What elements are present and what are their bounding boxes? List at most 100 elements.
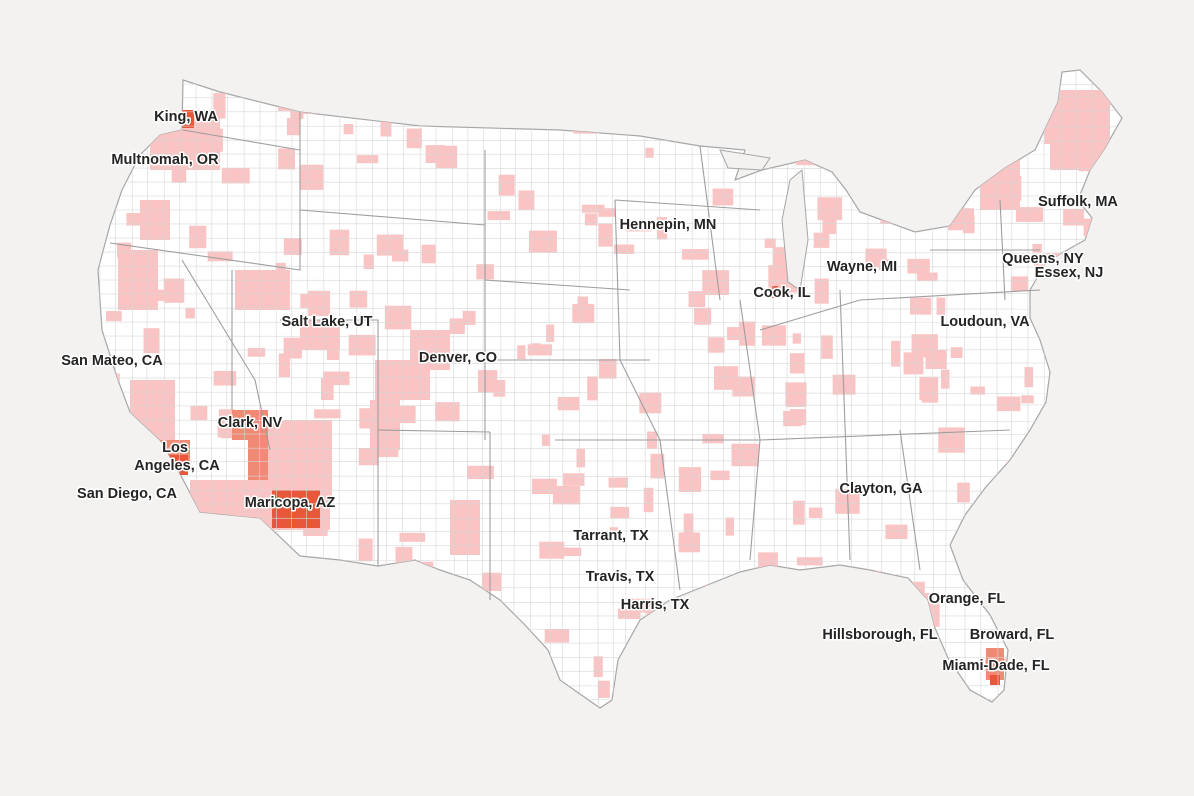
county-shape [106,311,122,322]
county-shape [370,400,400,450]
county-shape [435,145,458,169]
county-shape [761,325,786,346]
state-border [614,199,761,211]
county-shape [949,173,962,192]
county-shape [112,111,123,131]
county-shape [909,193,930,206]
county-shape [822,598,847,625]
county-shape [393,596,417,622]
county-shape [768,265,789,291]
county-shape [388,577,417,595]
county-shape [682,249,709,260]
state-border [299,209,486,226]
county-shape [650,453,665,479]
county-shape [885,524,908,539]
county-shape [1071,324,1091,338]
county-shape [517,345,526,360]
county-shape [636,637,649,648]
county-label: Loudoun, VA [940,314,1030,330]
county-shape [553,105,580,121]
county-shape [1079,577,1096,594]
county-shape [712,188,734,206]
county-shape [1100,477,1118,495]
state-border [182,129,301,151]
county-shape [1032,244,1042,253]
county-shape [1039,571,1055,597]
county-shape [247,347,266,357]
state-border [759,429,1011,441]
county-shape [1096,577,1119,601]
county-label: Los [162,440,188,456]
county-shape [948,208,974,231]
county-shape [421,244,436,264]
county-shape [664,124,681,136]
county-shape [1001,489,1017,503]
county-shape [343,123,354,135]
county-shape [797,137,809,156]
county-shape [389,647,412,672]
county-shape [498,174,515,196]
county-shape [349,290,368,308]
county-shape [283,337,302,359]
county-shape [581,204,605,213]
state-border [181,259,271,451]
county-shape [158,674,168,692]
county-shape [451,75,472,91]
county-shape [710,86,726,101]
county-shape [738,321,756,346]
county-shape [1092,369,1116,382]
county-shape [204,697,229,708]
state-border [899,429,921,571]
county-label: Travis, TX [586,569,655,585]
county-shape [920,191,931,204]
county-shape [391,574,413,584]
county-shape [781,123,801,147]
county-shape [936,297,946,315]
county-shape [1028,546,1037,567]
state-border [484,279,631,291]
county-shape [1063,208,1084,226]
county-shape [750,596,777,613]
county-shape [493,380,506,397]
county-shape [467,465,494,479]
county-shape [813,232,830,248]
county-shape [529,230,557,253]
county-shape [597,680,610,698]
county-shape [905,155,925,171]
county-shape [406,128,422,149]
county-shape [450,500,480,555]
county-label: Queens, NY [1002,251,1084,267]
county-shape [990,675,1000,685]
county-shape [720,112,748,125]
county-shape [649,688,676,704]
county-shape [146,557,159,583]
county-shape [957,143,984,156]
county-shape [996,396,1021,412]
county-shape [403,642,421,655]
county-shape [278,353,290,377]
county-shape [1055,560,1080,574]
county-shape [891,340,900,367]
county-label: Wayne, MI [827,259,897,275]
county-shape [609,527,618,541]
county-shape [910,297,932,315]
county-shape [1076,471,1086,494]
county-shape [328,86,356,108]
lake-superior [719,149,771,171]
county-shape [644,73,670,82]
county-shape [714,366,739,390]
county-shape [138,567,150,590]
county-shape [299,164,324,190]
county-shape [587,376,598,401]
county-shape [707,337,725,353]
county-shape [598,208,616,217]
county-shape [143,575,155,584]
county-shape [435,402,460,422]
county-shape [544,629,570,643]
county-shape [526,674,544,683]
county-shape [1088,673,1115,690]
county-label: Suffolk, MA [1038,194,1118,210]
county-label: Salt Lake, UT [281,314,372,330]
